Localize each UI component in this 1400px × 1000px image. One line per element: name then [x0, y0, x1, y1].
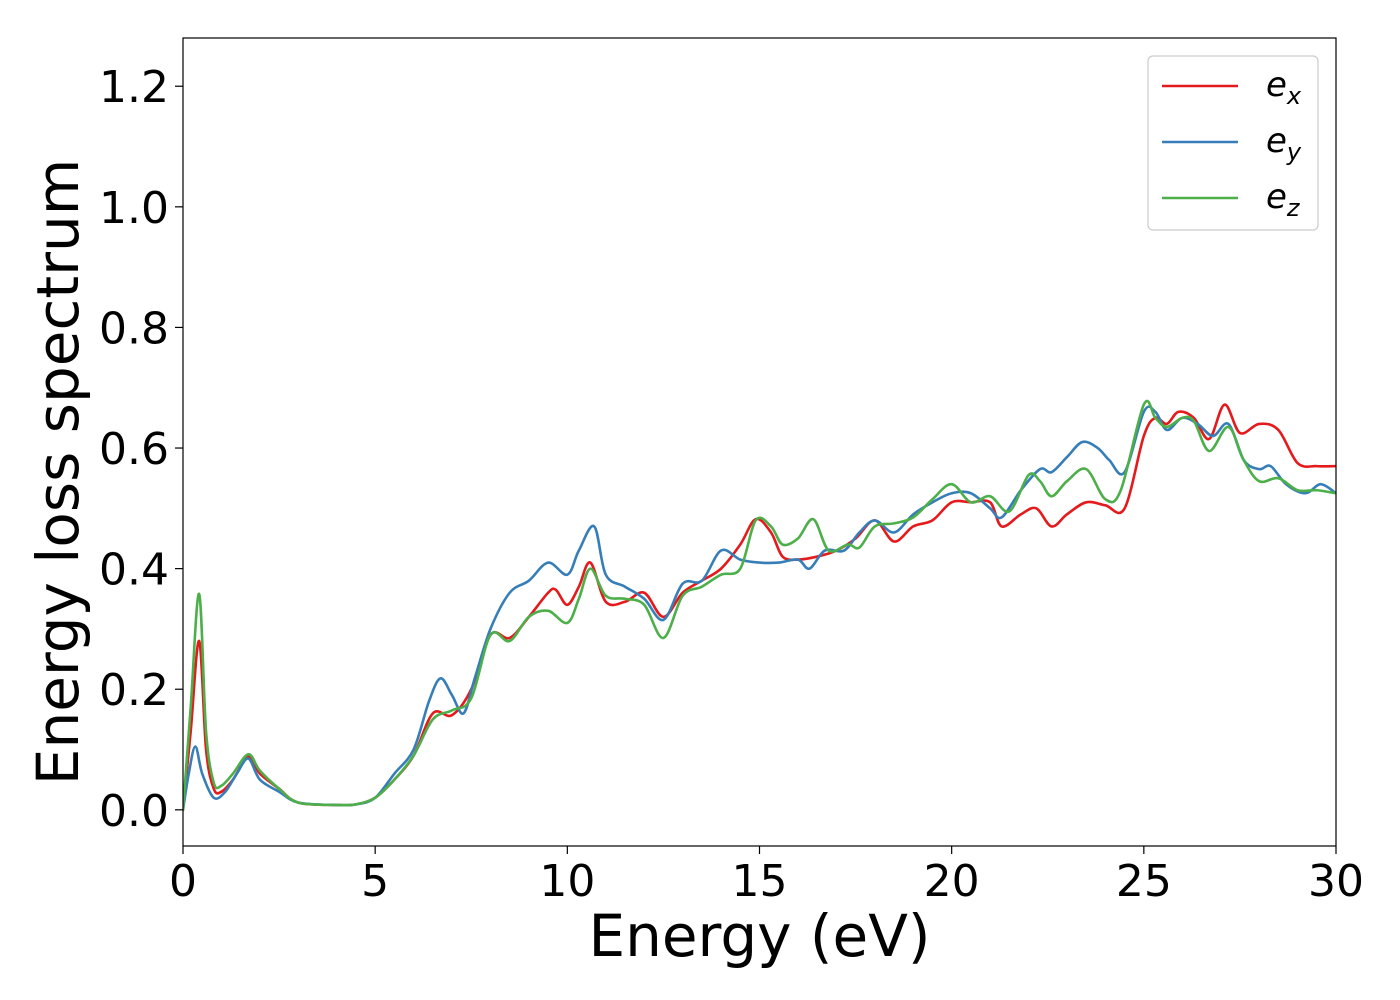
x-axis: 0 5 10 15 20 25 30 [169, 846, 1364, 907]
legend-label-e-x: ex [1266, 65, 1302, 110]
y-tick-label: 0.6 [99, 424, 169, 475]
legend-label-e-z: ez [1266, 177, 1301, 222]
x-tick-label: 15 [732, 856, 788, 907]
series-layer [183, 399, 1336, 812]
y-axis: 0.0 0.2 0.4 0.6 0.8 1.0 1.2 [99, 62, 183, 837]
x-tick-label: 10 [539, 856, 595, 907]
x-tick-label: 5 [361, 856, 389, 907]
x-axis-title: Energy (eV) [588, 902, 930, 970]
x-tick-label: 25 [1116, 856, 1172, 907]
y-tick-label: 0.4 [99, 545, 169, 596]
x-tick-label: 20 [924, 856, 980, 907]
legend-label-e-y: ey [1266, 121, 1302, 166]
y-tick-label: 0.8 [99, 303, 169, 354]
y-tick-label: 1.0 [99, 183, 169, 234]
x-tick-label: 0 [169, 856, 197, 907]
series-line-e-z [183, 399, 1336, 812]
y-tick-label: 1.2 [99, 62, 169, 113]
legend: ex ey ez [1147, 55, 1319, 231]
y-tick-label: 0.2 [99, 665, 169, 716]
y-tick-label: 0.0 [99, 786, 169, 837]
x-tick-label: 30 [1308, 856, 1364, 907]
y-axis-title: Energy loss spectrum [24, 159, 92, 785]
